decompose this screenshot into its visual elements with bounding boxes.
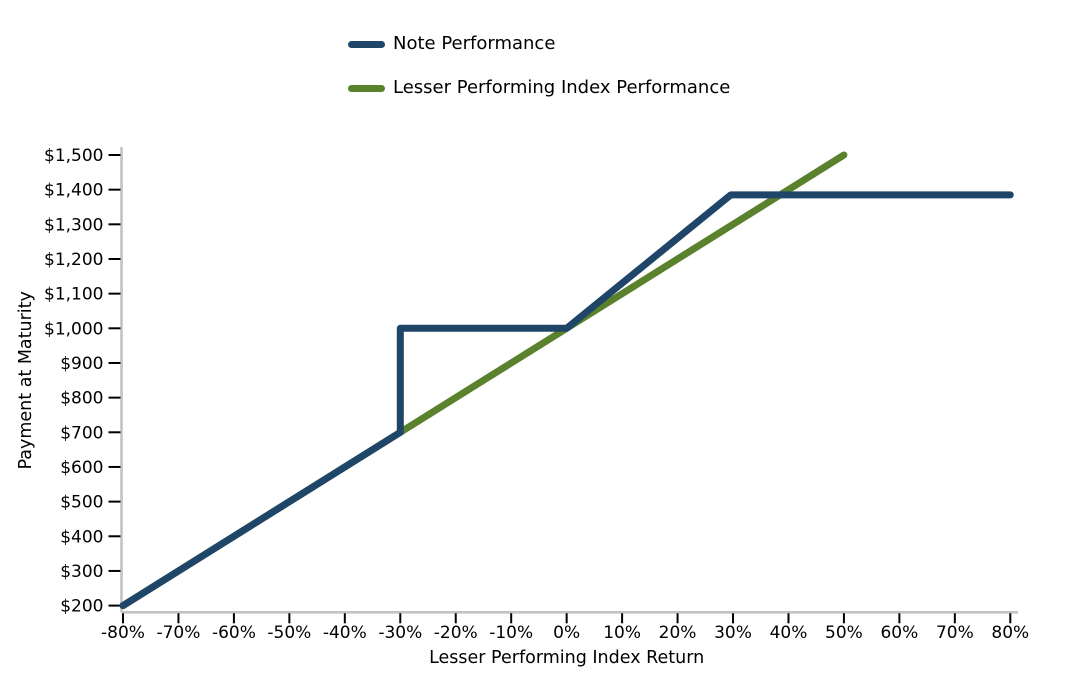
y-tick-label: $1,200	[44, 250, 103, 270]
x-tick-label: 20%	[659, 623, 697, 643]
y-tick-label: $1,500	[44, 146, 103, 166]
y-tick-label: $1,100	[44, 285, 103, 305]
x-tick-label: 50%	[825, 623, 863, 643]
legend-swatch-note-line-icon	[348, 40, 385, 48]
x-tick-label: 40%	[770, 623, 808, 643]
x-tick-label: -70%	[156, 623, 200, 643]
x-axis-title: Lesser Performing Index Return	[429, 648, 704, 668]
y-axis-title: Payment at Maturity	[16, 291, 36, 469]
x-tick-label: -20%	[434, 623, 478, 643]
x-tick-label: 80%	[991, 623, 1029, 643]
x-tick-label: -30%	[378, 623, 422, 643]
legend-label-note: Note Performance	[393, 33, 556, 54]
legend-label-index: Lesser Performing Index Performance	[393, 77, 731, 98]
y-tick-label: $800	[60, 389, 103, 409]
y-tick-label: $200	[60, 597, 103, 617]
y-tick-label: $300	[60, 562, 103, 582]
legend: Note Performance Lesser Performing Index…	[348, 31, 730, 101]
x-tick-label: 30%	[714, 623, 752, 643]
x-tick-label: 10%	[603, 623, 641, 643]
x-tick-label: -80%	[101, 623, 145, 643]
y-tick-label: $600	[60, 458, 103, 478]
y-tick-label: $900	[60, 354, 103, 374]
legend-item-note: Note Performance	[348, 31, 730, 57]
x-tick-label: -50%	[267, 623, 311, 643]
y-tick-label: $700	[60, 423, 103, 443]
y-tick-label: $1,400	[44, 181, 103, 201]
y-tick-label: $1,000	[44, 319, 103, 339]
y-tick-label: $1,300	[44, 215, 103, 235]
y-tick-label: $500	[60, 493, 103, 513]
legend-item-index: Lesser Performing Index Performance	[348, 75, 730, 101]
x-tick-label: -10%	[489, 623, 533, 643]
x-tick-label: -60%	[212, 623, 256, 643]
x-tick-label: 0%	[553, 623, 580, 643]
y-tick-label: $400	[60, 527, 103, 547]
x-tick-label: -40%	[323, 623, 367, 643]
legend-swatch-index-line-icon	[348, 84, 385, 92]
x-tick-label: 70%	[936, 623, 974, 643]
x-tick-label: 60%	[880, 623, 918, 643]
series-line-note-performance	[119, 191, 1014, 610]
